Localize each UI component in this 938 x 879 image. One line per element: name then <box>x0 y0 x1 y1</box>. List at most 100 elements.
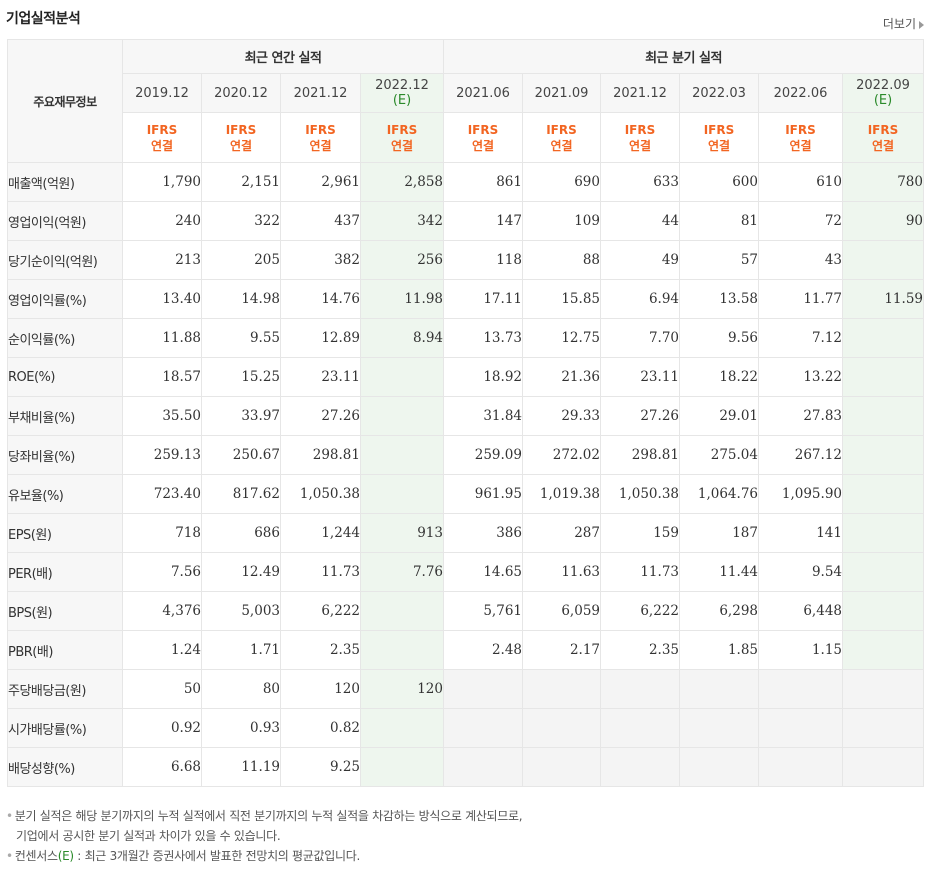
table-cell: 18.92 <box>443 357 523 397</box>
row-label: 유보율(%) <box>7 474 123 514</box>
table-cell: 2,961 <box>280 162 361 202</box>
table-cell <box>842 630 924 670</box>
table-cell: 88 <box>522 240 601 280</box>
ifrs-basis: IFRS 연결 <box>522 112 601 163</box>
table-cell: 50 <box>122 669 202 709</box>
table-cell <box>842 552 924 592</box>
table-cell: 23.11 <box>280 357 361 397</box>
table-cell: 600 <box>679 162 759 202</box>
row-label: 당좌비율(%) <box>7 435 123 475</box>
quarter-group-header: 최근 분기 실적 <box>443 39 924 74</box>
ifrs-basis: IFRS 연결 <box>201 112 281 163</box>
table-cell: 1.85 <box>679 630 759 670</box>
row-label: 당기순이익(억원) <box>7 240 123 280</box>
table-cell: 13.73 <box>443 318 523 358</box>
table-cell: 6,222 <box>600 591 680 631</box>
table-cell: 723.40 <box>122 474 202 514</box>
table-cell: 11.98 <box>360 279 444 319</box>
table-cell: 33.97 <box>201 396 281 436</box>
note-2-prefix: 컨센서스 <box>14 849 58 863</box>
table-cell: 1,050.38 <box>280 474 361 514</box>
table-cell: 27.26 <box>600 396 680 436</box>
table-cell: 6.94 <box>600 279 680 319</box>
table-cell <box>360 396 444 436</box>
table-cell: 7.56 <box>122 552 202 592</box>
table-cell <box>679 747 759 787</box>
table-cell: 1.24 <box>122 630 202 670</box>
table-cell <box>360 591 444 631</box>
table-cell <box>842 396 924 436</box>
table-cell: 9.54 <box>758 552 843 592</box>
table-cell: 322 <box>201 201 281 241</box>
table-cell <box>360 630 444 670</box>
table-cell: 2.48 <box>443 630 523 670</box>
consolidated-label: 연결 <box>628 138 652 153</box>
table-cell: 861 <box>443 162 523 202</box>
ifrs-label: IFRS <box>225 122 257 137</box>
table-cell <box>842 435 924 475</box>
table-cell: 1.15 <box>758 630 843 670</box>
table-cell: 9.25 <box>280 747 361 787</box>
table-cell: 13.22 <box>758 357 843 397</box>
table-cell: 9.55 <box>201 318 281 358</box>
table-cell: 31.84 <box>443 396 523 436</box>
table-cell: 8.94 <box>360 318 444 358</box>
table-cell: 2,858 <box>360 162 444 202</box>
table-cell: 44 <box>600 201 680 241</box>
estimate-marker: (E) <box>873 93 893 108</box>
table-cell: 15.25 <box>201 357 281 397</box>
period-header: 2022.03 <box>679 73 759 113</box>
ifrs-label: IFRS <box>467 122 499 137</box>
table-cell: 12.75 <box>522 318 601 358</box>
ifrs-basis: IFRS 연결 <box>122 112 202 163</box>
table-cell: 780 <box>842 162 924 202</box>
ifrs-label: IFRS <box>624 122 656 137</box>
period-label: 2020.12 <box>214 85 268 101</box>
table-cell: 250.67 <box>201 435 281 475</box>
table-cell: 0.92 <box>122 708 202 748</box>
table-cell: 690 <box>522 162 601 202</box>
table-cell: 1,790 <box>122 162 202 202</box>
table-cell: 2.35 <box>280 630 361 670</box>
period-label: 2022.06 <box>773 85 828 101</box>
ifrs-basis: IFRS 연결 <box>360 112 444 163</box>
table-cell: 7.76 <box>360 552 444 592</box>
more-link[interactable]: 더보기 <box>883 15 924 32</box>
table-cell: 6,298 <box>679 591 759 631</box>
table-row: PBR(배) 1.24 1.71 2.35 2.48 2.17 2.35 1.85 1.15 <box>7 630 924 670</box>
table-cell: 11.63 <box>522 552 601 592</box>
table-cell: 57 <box>679 240 759 280</box>
table-cell: 18.57 <box>122 357 202 397</box>
table-row: 영업이익(억원) 240 322 437 342 147 109 44 81 72 90 <box>7 201 924 241</box>
table-cell: 141 <box>758 513 843 553</box>
note-2-suffix: : 최근 3개월간 증권사에서 발표한 전망치의 평균값입니다. <box>73 849 361 863</box>
table-cell: 6.68 <box>122 747 202 787</box>
table-cell: 72 <box>758 201 843 241</box>
period-header: 2022.06 <box>758 73 843 113</box>
table-cell: 817.62 <box>201 474 281 514</box>
table-cell: 80 <box>201 669 281 709</box>
table-cell: 342 <box>360 201 444 241</box>
table-cell: 11.73 <box>600 552 680 592</box>
table-cell: 1,095.90 <box>758 474 843 514</box>
table-cell: 120 <box>280 669 361 709</box>
table-cell: 14.76 <box>280 279 361 319</box>
table-cell: 610 <box>758 162 843 202</box>
table-cell: 437 <box>280 201 361 241</box>
table-cell: 287 <box>522 513 601 553</box>
table-cell <box>679 669 759 709</box>
row-label: EPS(원) <box>7 513 123 553</box>
table-cell: 213 <box>122 240 202 280</box>
row-label: BPS(원) <box>7 591 123 631</box>
table-cell: 13.58 <box>679 279 759 319</box>
row-label: 순이익률(%) <box>7 318 123 358</box>
table-cell <box>842 591 924 631</box>
consolidated-label: 연결 <box>707 138 731 153</box>
table-cell: 12.89 <box>280 318 361 358</box>
table-cell: 275.04 <box>679 435 759 475</box>
table-cell: 15.85 <box>522 279 601 319</box>
table-cell <box>842 747 924 787</box>
row-label: 시가배당률(%) <box>7 708 123 748</box>
table-cell: 29.01 <box>679 396 759 436</box>
table-cell: 18.22 <box>679 357 759 397</box>
